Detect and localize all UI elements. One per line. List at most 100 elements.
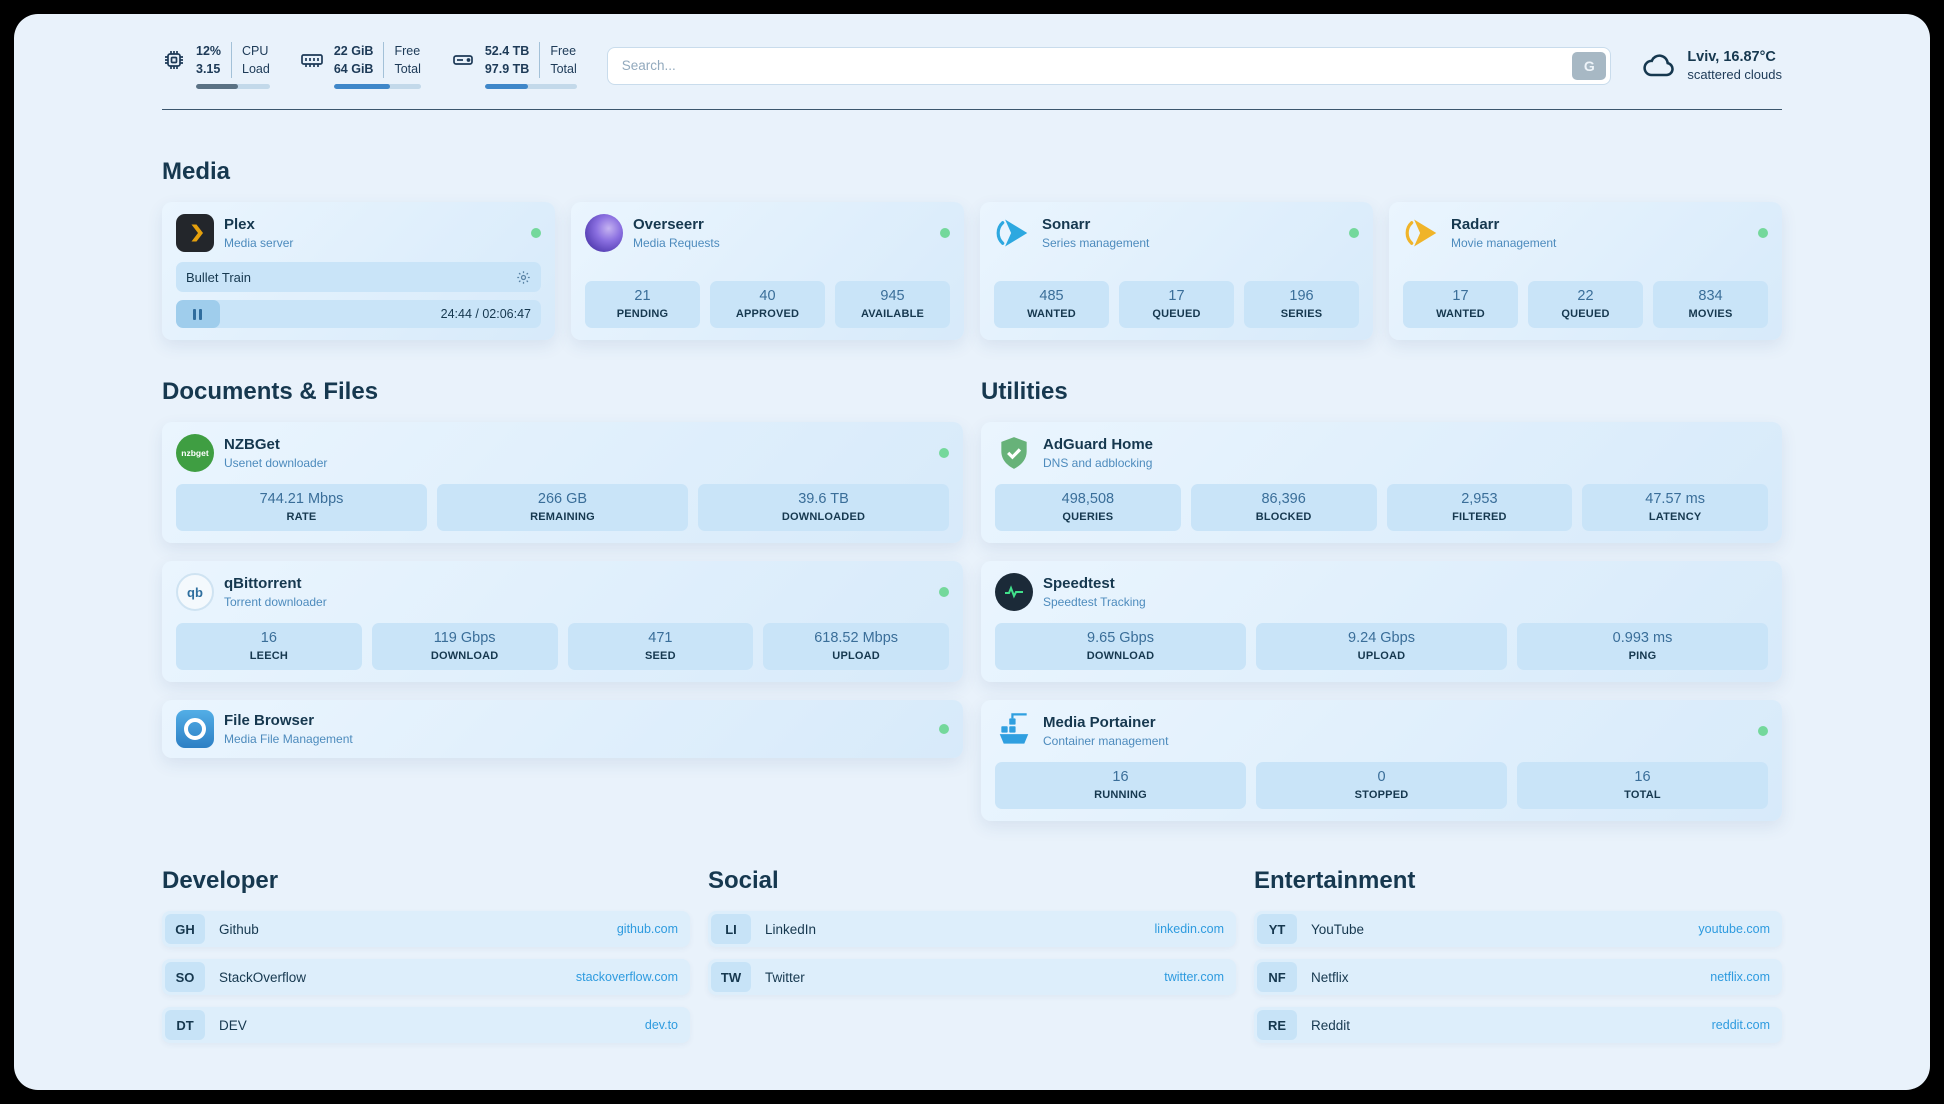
app-description: Media server — [224, 236, 294, 251]
bookmark-twitter[interactable]: TW Twitter twitter.com — [708, 959, 1236, 996]
stat-filtered: 2,953 FILTERED — [1386, 484, 1573, 532]
status-dot-online — [1758, 726, 1768, 737]
app-card-radarr[interactable]: Radarr Movie management 17 WANTED 22 QUE… — [1389, 202, 1782, 341]
header-divider — [162, 109, 1782, 111]
ram-total: 64 GiB — [333, 62, 374, 77]
stat-queries: 498,508 QUERIES — [995, 484, 1181, 532]
stats-row: 9.65 Gbps DOWNLOAD 9.24 Gbps UPLOAD 0.99… — [995, 611, 1768, 671]
app-name: Overseerr — [633, 216, 704, 234]
bookmark-netflix[interactable]: NF Netflix netflix.com — [1254, 959, 1782, 996]
app-card-plex[interactable]: Plex Media server Bullet Train — [162, 202, 555, 341]
bookmark-name: StackOverflow — [219, 969, 307, 985]
search-engine-button[interactable]: G — [1572, 51, 1607, 80]
cpu-chip-icon — [162, 48, 186, 72]
bookmark-abbr: DT — [165, 1010, 205, 1041]
app-card-nzbget[interactable]: nzbget NZBGet Usenet downloader 744.21 M… — [162, 422, 963, 544]
app-name: qBittorrent — [224, 575, 302, 593]
playback-progress-fill — [176, 300, 220, 329]
cpu-progress-bar — [196, 84, 270, 90]
app-name: Radarr — [1451, 216, 1500, 234]
stat-rate: 744.21 Mbps RATE — [176, 484, 427, 532]
bookmark-url: linkedin.com — [1154, 922, 1224, 937]
utilities-column: Utilities AdGuard Home DNS and adblockin… — [981, 378, 1782, 822]
stat-pending: 21 PENDING — [585, 281, 700, 329]
disk-free-label: Free — [550, 44, 577, 58]
stats-row: 16 RUNNING 0 STOPPED 16 TOTAL — [995, 750, 1768, 810]
bookmark-reddit[interactable]: RE Reddit reddit.com — [1254, 1007, 1782, 1044]
sonarr-icon — [994, 214, 1032, 252]
status-dot-online — [1758, 228, 1768, 239]
app-description: Movie management — [1451, 236, 1557, 251]
search-bar: G — [606, 46, 1612, 85]
disk-total: 97.9 TB — [484, 62, 530, 77]
radarr-icon — [1403, 214, 1441, 252]
app-description: Media File Management — [224, 732, 353, 747]
speedtest-icon — [995, 573, 1033, 612]
disk-widget: 52.4 TB 97.9 TB Free Total — [451, 42, 577, 90]
stat-total: 16 TOTAL — [1517, 762, 1768, 810]
stat-available: 945 AVAILABLE — [835, 281, 950, 329]
bookmark-abbr: GH — [165, 914, 205, 945]
gear-icon[interactable] — [516, 270, 531, 285]
search-input[interactable] — [606, 46, 1612, 85]
media-card-grid: Plex Media server Bullet Train — [162, 202, 1782, 341]
app-description: Media Requests — [633, 236, 720, 251]
stat-seed: 471 SEED — [567, 623, 754, 671]
app-card-overseerr[interactable]: Overseerr Media Requests 21 PENDING 40 A… — [571, 202, 964, 341]
app-card-speedtest[interactable]: Speedtest Speedtest Tracking 9.65 Gbps D… — [981, 561, 1782, 683]
documents-column: Documents & Files nzbget NZBGet Usenet d… — [162, 378, 963, 759]
stats-row: 21 PENDING 40 APPROVED 945 AVAILABLE — [585, 269, 950, 329]
adguard-shield-icon — [995, 434, 1033, 472]
bookmark-linkedin[interactable]: LI LinkedIn linkedin.com — [708, 911, 1236, 948]
bookmark-abbr: SO — [165, 962, 205, 993]
app-name: Speedtest — [1043, 575, 1115, 593]
section-title-utilities: Utilities — [981, 378, 1068, 406]
app-card-qbittorrent[interactable]: qb qBittorrent Torrent downloader 16 LEE… — [162, 561, 963, 683]
stat-leech: 16 LEECH — [176, 623, 362, 671]
playback-time: 24:44 / 02:06:47 — [440, 307, 531, 322]
section-title-entertainment: Entertainment — [1254, 867, 1416, 895]
bookmark-name: YouTube — [1311, 921, 1365, 937]
bookmark-abbr: NF — [1257, 962, 1297, 993]
app-card-adguard[interactable]: AdGuard Home DNS and adblocking 498,508 … — [981, 422, 1782, 544]
portainer-whale-icon — [995, 712, 1033, 750]
playback-progress-bar[interactable]: 24:44 / 02:06:47 — [176, 300, 541, 329]
bookmark-name: Reddit — [1311, 1017, 1351, 1033]
app-card-filebrowser[interactable]: File Browser Media File Management — [162, 700, 963, 759]
bookmark-abbr: YT — [1257, 914, 1297, 945]
cloud-icon — [1641, 48, 1677, 84]
app-description: Torrent downloader — [224, 595, 327, 610]
stats-row: 744.21 Mbps RATE 266 GB REMAINING 39.6 T… — [176, 472, 949, 532]
bookmark-abbr: RE — [1257, 1010, 1297, 1041]
pause-icon[interactable] — [193, 308, 197, 320]
qbittorrent-icon: qb — [176, 573, 214, 612]
now-playing-title: Bullet Train — [186, 269, 252, 285]
disk-free: 52.4 TB — [484, 44, 530, 58]
bookmarks-developer: Developer GH Github github.com SO StackO… — [162, 867, 690, 1055]
cpu-progress-fill — [196, 84, 239, 90]
bookmark-url: dev.to — [644, 1018, 678, 1033]
bookmark-github[interactable]: GH Github github.com — [162, 911, 690, 948]
bookmark-youtube[interactable]: YT YouTube youtube.com — [1254, 911, 1782, 948]
app-name: Sonarr — [1042, 216, 1091, 234]
app-card-sonarr[interactable]: Sonarr Series management 485 WANTED 17 Q… — [980, 202, 1373, 341]
app-card-portainer[interactable]: Media Portainer Container management 16 … — [981, 700, 1782, 822]
stat-wanted: 17 WANTED — [1403, 281, 1518, 329]
ram-progress-fill — [333, 84, 391, 90]
app-name: AdGuard Home — [1043, 436, 1154, 454]
stat-wanted: 485 WANTED — [994, 281, 1109, 329]
cpu-widget: 12% 3.15 CPU Load — [162, 42, 270, 90]
bookmark-name: LinkedIn — [765, 921, 817, 937]
bookmark-dev[interactable]: DT DEV dev.to — [162, 1007, 690, 1044]
cpu-label: CPU — [242, 44, 269, 58]
bookmark-url: netflix.com — [1710, 970, 1770, 985]
stats-row: 498,508 QUERIES 86,396 BLOCKED 2,953 FIL… — [995, 472, 1768, 532]
ram-icon — [300, 48, 324, 72]
bookmark-stackoverflow[interactable]: SO StackOverflow stackoverflow.com — [162, 959, 690, 996]
disk-icon — [451, 48, 475, 72]
section-title-developer: Developer — [162, 867, 279, 895]
bookmark-url: github.com — [616, 922, 678, 937]
stat-queued: 22 QUEUED — [1528, 281, 1643, 329]
stat-queued: 17 QUEUED — [1119, 281, 1234, 329]
cpu-load-label: Load — [242, 62, 270, 77]
